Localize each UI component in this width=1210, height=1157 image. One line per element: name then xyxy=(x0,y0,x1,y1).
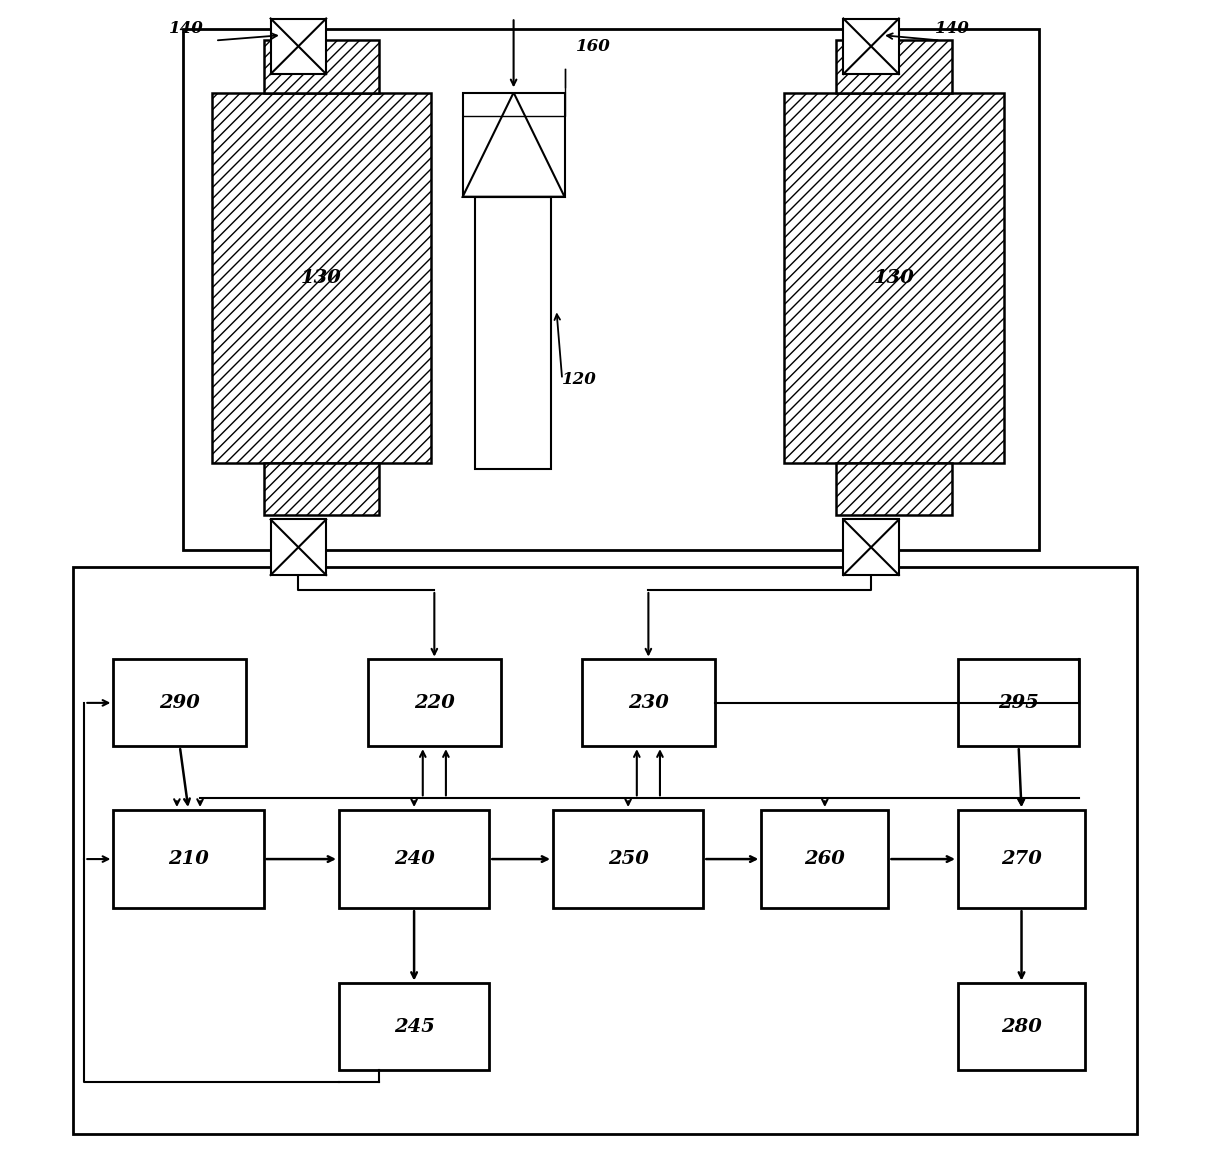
Text: 230: 230 xyxy=(628,694,669,712)
Bar xyxy=(114,810,264,908)
Text: 240: 240 xyxy=(393,850,434,868)
Text: 130: 130 xyxy=(874,268,915,287)
Text: 270: 270 xyxy=(1001,850,1042,868)
Bar xyxy=(73,567,1137,1134)
Bar xyxy=(476,197,551,469)
Text: 295: 295 xyxy=(998,694,1039,712)
Bar xyxy=(264,40,380,93)
Text: 250: 250 xyxy=(607,850,649,868)
Bar xyxy=(836,463,952,515)
Polygon shape xyxy=(462,93,565,197)
Bar xyxy=(784,93,1004,463)
Bar xyxy=(264,463,380,515)
Text: 290: 290 xyxy=(160,694,200,712)
Text: 120: 120 xyxy=(563,371,597,388)
Bar xyxy=(339,810,489,908)
Text: 140: 140 xyxy=(934,21,969,37)
Bar xyxy=(843,19,899,74)
Bar xyxy=(958,810,1085,908)
Bar xyxy=(212,93,432,463)
Bar xyxy=(271,519,327,575)
Text: 280: 280 xyxy=(1001,1018,1042,1036)
Bar xyxy=(368,659,501,746)
Text: 140: 140 xyxy=(168,21,203,37)
Text: 220: 220 xyxy=(414,694,455,712)
Text: 210: 210 xyxy=(168,850,209,868)
Bar xyxy=(582,659,715,746)
Text: 260: 260 xyxy=(805,850,846,868)
Bar xyxy=(114,659,247,746)
Bar xyxy=(836,40,952,93)
Bar xyxy=(553,810,703,908)
Bar xyxy=(958,983,1085,1070)
Bar xyxy=(339,983,489,1070)
Text: 245: 245 xyxy=(393,1018,434,1036)
Text: 160: 160 xyxy=(576,38,611,54)
Bar xyxy=(761,810,888,908)
Bar xyxy=(183,29,1039,550)
Bar xyxy=(271,19,327,74)
Bar xyxy=(843,519,899,575)
Text: 130: 130 xyxy=(301,268,342,287)
Bar xyxy=(462,93,565,197)
Bar xyxy=(958,659,1079,746)
